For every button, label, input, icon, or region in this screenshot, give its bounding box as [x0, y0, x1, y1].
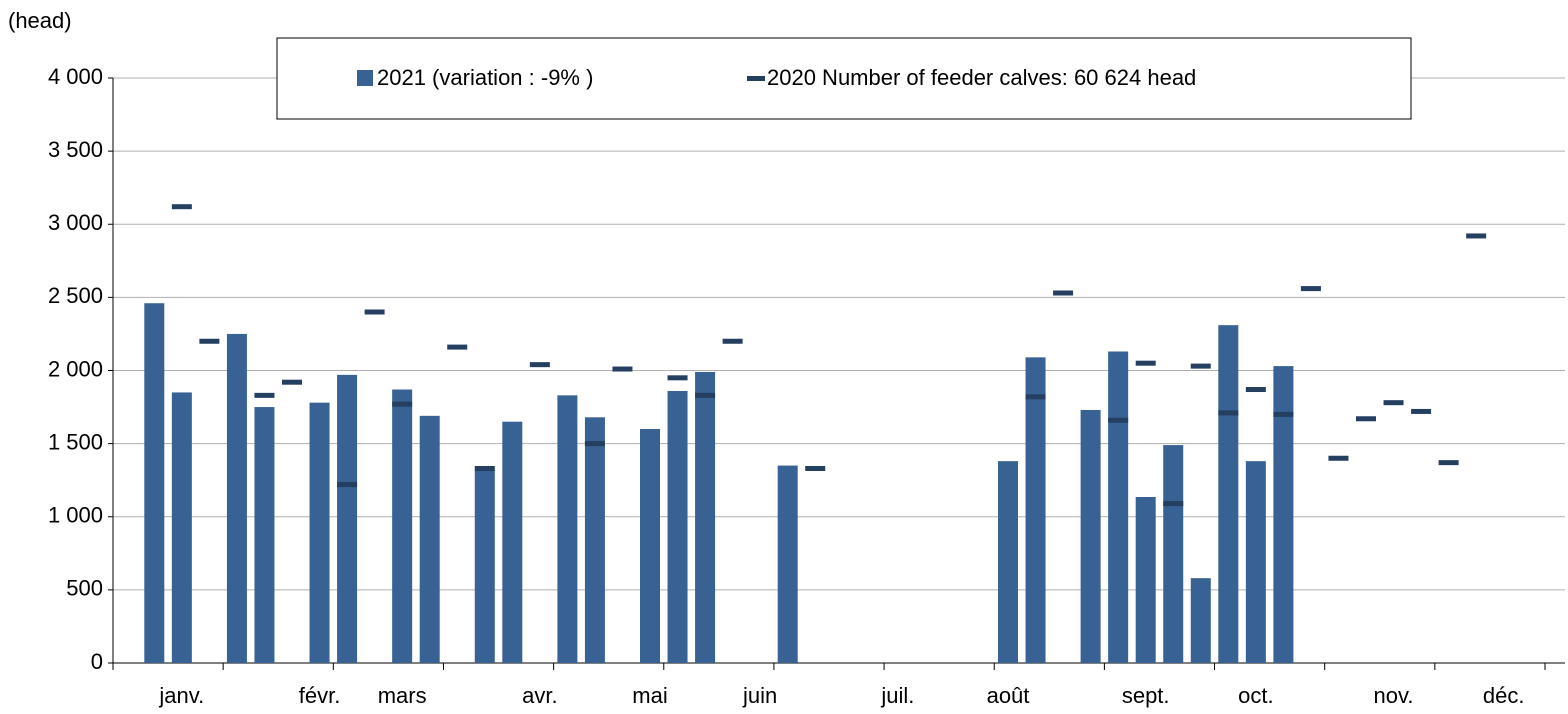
marker [1328, 455, 1349, 461]
marker [474, 465, 495, 471]
marker [1300, 286, 1321, 292]
bar [1245, 461, 1266, 663]
x-tick-label: mai [632, 683, 667, 708]
marker [199, 338, 220, 344]
marker [1245, 387, 1266, 393]
y-tick-label: 1 000 [48, 503, 103, 528]
bar [337, 374, 358, 663]
bar [557, 395, 578, 663]
y-tick-label: 3 500 [48, 137, 103, 162]
bar [1080, 409, 1101, 663]
bar [502, 421, 523, 663]
x-tick-label: juin [742, 683, 777, 708]
x-tick-label: oct. [1238, 683, 1273, 708]
bar [309, 402, 330, 663]
bar [1108, 351, 1129, 663]
bar [419, 415, 440, 663]
bar [1218, 325, 1239, 663]
x-tick-label: sept. [1122, 683, 1170, 708]
marker [1135, 360, 1156, 366]
x-tick-label: févr. [299, 683, 341, 708]
y-tick-label: 2 500 [48, 283, 103, 308]
x-tick-label: juil. [880, 683, 914, 708]
x-tick-label: déc. [1483, 683, 1525, 708]
marker [695, 392, 716, 398]
marker [584, 441, 605, 447]
bar [584, 417, 605, 663]
marker [282, 379, 302, 385]
bar [640, 429, 660, 663]
marker [1411, 408, 1432, 414]
bar [1273, 366, 1294, 663]
bar [667, 390, 688, 663]
marker [337, 482, 358, 488]
marker [1273, 411, 1294, 417]
bar [144, 303, 165, 663]
bar [1190, 578, 1211, 663]
marker [1356, 416, 1376, 422]
marker [1108, 417, 1129, 423]
bar [1025, 357, 1046, 663]
legend-label: 2021 (variation : -9% ) [377, 65, 593, 90]
y-tick-label: 1 500 [48, 429, 103, 454]
bar [777, 465, 798, 663]
x-tick-label: mars [378, 683, 427, 708]
y-axis-label: (head) [8, 8, 72, 33]
legend-label: 2020 Number of feeder calves: 60 624 hea… [767, 65, 1196, 90]
bar [254, 407, 275, 663]
bar [998, 461, 1018, 663]
marker [1383, 400, 1404, 406]
y-tick-label: 0 [91, 649, 103, 674]
marker [171, 204, 192, 210]
bar [392, 389, 413, 663]
marker [447, 344, 468, 350]
marker [1163, 501, 1184, 507]
x-tick-label: janv. [158, 683, 204, 708]
marker [1218, 410, 1239, 416]
marker [529, 362, 550, 368]
marker [1466, 233, 1487, 239]
x-tick-label: nov. [1374, 683, 1414, 708]
marker [254, 392, 275, 398]
bar [1163, 445, 1184, 663]
bar [695, 371, 716, 663]
bar [171, 392, 192, 663]
bar [474, 469, 495, 663]
bar [226, 333, 247, 663]
y-tick-label: 500 [66, 576, 103, 601]
marker [1025, 394, 1046, 400]
x-tick-label: avr. [522, 683, 557, 708]
marker [612, 366, 633, 372]
marker [392, 401, 413, 407]
marker [1053, 290, 1074, 296]
marker [1438, 460, 1459, 466]
legend-swatch [747, 76, 765, 81]
marker [722, 338, 743, 344]
y-tick-label: 3 000 [48, 210, 103, 235]
marker [805, 465, 826, 471]
bar [1135, 497, 1156, 663]
y-tick-label: 4 000 [48, 64, 103, 89]
marker [1190, 363, 1211, 369]
x-tick-label: août [987, 683, 1030, 708]
marker [667, 375, 688, 381]
legend-swatch [357, 70, 373, 86]
marker [364, 309, 385, 315]
y-tick-label: 2 000 [48, 356, 103, 381]
legend-box [276, 37, 1412, 120]
